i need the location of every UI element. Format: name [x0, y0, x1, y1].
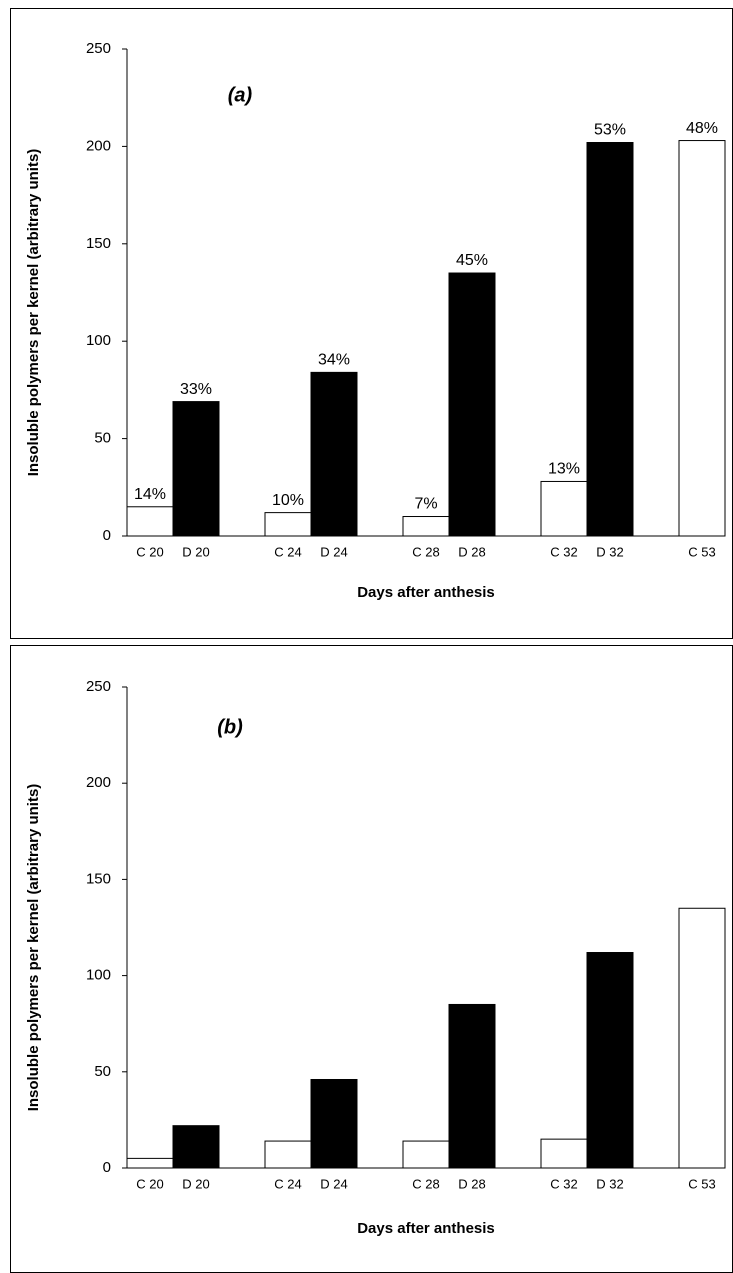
x-tick-label: D 20	[182, 1176, 209, 1191]
bar-annotation: 34%	[318, 352, 350, 369]
chart-title: (a)	[228, 84, 253, 106]
x-tick-label: C 20	[136, 544, 163, 559]
y-tick-label: 50	[94, 1063, 111, 1080]
x-tick-label: D 28	[458, 1176, 485, 1191]
x-tick-label: D 32	[596, 1176, 623, 1191]
x-tick-label: C 24	[274, 544, 301, 559]
x-tick-label: C 32	[550, 1176, 577, 1191]
bar	[172, 1125, 220, 1169]
bar	[264, 512, 312, 537]
bar	[126, 1157, 174, 1169]
bar-annotation: 53%	[594, 122, 626, 139]
x-tick-label: C 32	[550, 544, 577, 559]
y-tick-label: 150	[86, 235, 111, 252]
bar	[402, 1140, 450, 1169]
x-axis-label: Days after anthesis	[357, 1220, 495, 1237]
bar	[264, 1140, 312, 1169]
x-axis-label: Days after anthesis	[357, 584, 495, 601]
x-tick-label: D 28	[458, 544, 485, 559]
chart-title: (b)	[217, 716, 243, 738]
bar	[586, 142, 634, 537]
y-tick-label: 150	[86, 870, 111, 887]
bar	[310, 371, 358, 537]
bar	[402, 516, 450, 537]
y-axis-label: Insoluble polymers per kernel (arbitrary…	[25, 149, 42, 477]
bar-annotation: 7%	[414, 496, 437, 513]
x-tick-label: D 24	[320, 544, 347, 559]
y-tick-label: 100	[86, 967, 111, 984]
y-tick-label: 250	[86, 678, 111, 695]
y-tick-label: 200	[86, 774, 111, 791]
bar	[126, 506, 174, 537]
bar	[678, 140, 726, 537]
x-tick-label: C 28	[412, 544, 439, 559]
bar	[678, 907, 726, 1169]
y-tick-label: 0	[103, 527, 111, 544]
bar	[448, 272, 496, 537]
bar	[586, 952, 634, 1169]
y-axis-label: Insoluble polymers per kernel (arbitrary…	[25, 784, 42, 1112]
bar-annotation: 33%	[180, 381, 212, 398]
x-tick-label: C 28	[412, 1176, 439, 1191]
y-tick-label: 250	[86, 40, 111, 57]
y-tick-label: 0	[103, 1159, 111, 1176]
y-tick-label: 200	[86, 137, 111, 154]
bar	[540, 1138, 588, 1169]
x-tick-label: C 53	[688, 1176, 715, 1191]
bar	[172, 401, 220, 537]
bar	[540, 480, 588, 537]
bar	[448, 1003, 496, 1169]
bar	[310, 1078, 358, 1169]
bar-annotation: 14%	[134, 486, 166, 503]
bar-annotation: 48%	[686, 120, 718, 137]
x-tick-label: C 53	[688, 544, 715, 559]
bar-annotation: 45%	[456, 252, 488, 269]
y-tick-label: 100	[86, 332, 111, 349]
x-tick-label: D 32	[596, 544, 623, 559]
x-tick-label: D 20	[182, 544, 209, 559]
x-tick-label: C 20	[136, 1176, 163, 1191]
bar-annotation: 10%	[272, 492, 304, 509]
y-tick-label: 50	[94, 430, 111, 447]
x-tick-label: C 24	[274, 1176, 301, 1191]
x-tick-label: D 24	[320, 1176, 347, 1191]
bar-annotation: 13%	[548, 461, 580, 478]
